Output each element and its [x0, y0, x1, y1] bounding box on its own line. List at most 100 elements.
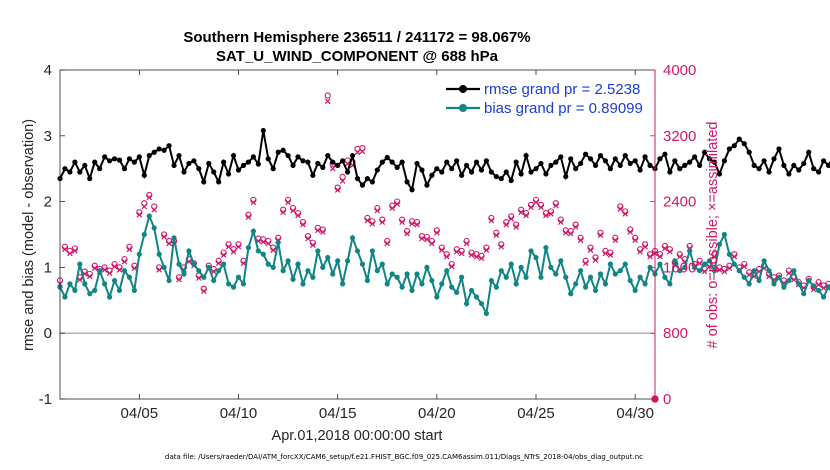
rmse-point [379, 159, 385, 165]
rmse-point [825, 162, 830, 169]
rmse-point [607, 166, 613, 172]
bias-point [637, 274, 643, 280]
bias-point [523, 274, 529, 280]
rmse-point [597, 152, 604, 159]
rmse-point [97, 166, 103, 172]
bias-point [746, 281, 752, 287]
bias-point [102, 281, 108, 287]
bias-point [721, 231, 728, 238]
obs-assimilated-point [91, 265, 98, 272]
bias-point [315, 248, 321, 254]
rmse-point [305, 159, 311, 165]
bias-point [374, 268, 380, 274]
obs-assimilated-point [240, 260, 247, 267]
obs-assimilated-point [647, 253, 653, 260]
rmse-point [146, 152, 152, 159]
series-layer [57, 127, 830, 317]
obs-assimilated-point [434, 230, 440, 236]
obs-assimilated-point [622, 211, 629, 217]
rmse-point [364, 175, 371, 182]
rmse-point [419, 167, 425, 173]
rmse-point [429, 172, 435, 178]
bias-point [354, 248, 361, 254]
obs-assimilated-point [463, 240, 470, 247]
obs-assimilated-point [116, 267, 123, 273]
obs-assimilated-point [429, 240, 435, 247]
bias-point [478, 300, 485, 307]
obs-assimilated-point [225, 244, 232, 250]
rmse-point [121, 166, 128, 172]
bias-point [429, 277, 435, 284]
rmse-point [533, 166, 539, 172]
rmse-point [126, 156, 133, 162]
bias-point [662, 274, 668, 280]
obs-assimilated-point [220, 252, 227, 258]
rmse-point [538, 160, 544, 167]
bias-point [736, 268, 742, 274]
obs-assimilated-point [101, 267, 108, 273]
obs-assimilated-point [121, 258, 128, 265]
bias-point [349, 235, 356, 241]
bias-point [230, 284, 237, 290]
obs-assimilated-point [200, 288, 207, 295]
rmse-point [667, 169, 673, 175]
obs-assimilated-point [305, 235, 311, 242]
rmse-point [250, 154, 256, 160]
rmse-point [414, 160, 420, 167]
obs-assimilated-point [523, 212, 529, 219]
obs-assimilated-point [265, 240, 272, 247]
rmse-point [781, 162, 787, 169]
rmse-point [369, 179, 375, 185]
rmse-point [67, 169, 73, 175]
bias-point [97, 268, 103, 274]
rmse-point [801, 160, 807, 167]
obs-assimilated-point [399, 219, 405, 225]
bias-point [176, 261, 182, 267]
obs-assimilated-point [131, 265, 138, 272]
obs-assimilated-point [637, 248, 643, 255]
rmse-point [463, 162, 470, 169]
chart-title-line1: Southern Hemisphere 236511 / 241172 = 98… [183, 29, 530, 46]
bias-point [121, 268, 128, 274]
obs-assimilated-point [746, 271, 753, 278]
obs-assimilated-point [141, 203, 148, 210]
legend-rmse-marker [459, 85, 467, 93]
rmse-point [240, 162, 247, 169]
obs-assimilated-point [235, 244, 242, 250]
rmse-point [315, 160, 321, 167]
rmse-point [518, 171, 524, 177]
bias-point [657, 261, 663, 267]
rmse-point [354, 175, 361, 182]
obs-assimilated-point [543, 212, 549, 219]
bias-point [404, 271, 410, 277]
bias-point [340, 281, 346, 287]
obs-assimilated-point [354, 149, 361, 156]
rmse-point [141, 172, 147, 178]
bias-point [394, 274, 400, 280]
bias-point [369, 248, 375, 254]
obs-assimilated-point [319, 229, 326, 235]
rmse-point [548, 162, 554, 169]
obs-assimilated-point [166, 240, 172, 247]
bias-point [171, 235, 177, 241]
bias-point [161, 264, 167, 270]
bias-point [811, 283, 817, 289]
bias-point [741, 274, 747, 280]
obs-assimilated-point [577, 237, 584, 244]
bias-point [389, 271, 395, 277]
bias-point [325, 254, 331, 261]
bias-point [186, 248, 192, 254]
rmse-point [483, 158, 490, 164]
bias-point [786, 277, 792, 284]
obs-assimilated-point [582, 260, 589, 267]
obs-assimilated-point [270, 247, 277, 253]
x-tick-label: 04/20 [418, 405, 456, 422]
obs-assimilated-point [161, 234, 167, 240]
rmse-point [359, 182, 366, 188]
obs-assimilated-point [67, 250, 73, 257]
obs-assimilated-point [572, 224, 579, 230]
rmse-point [766, 169, 772, 175]
rmse-point [399, 159, 405, 165]
bias-point [280, 268, 286, 274]
bias-point [364, 277, 371, 284]
